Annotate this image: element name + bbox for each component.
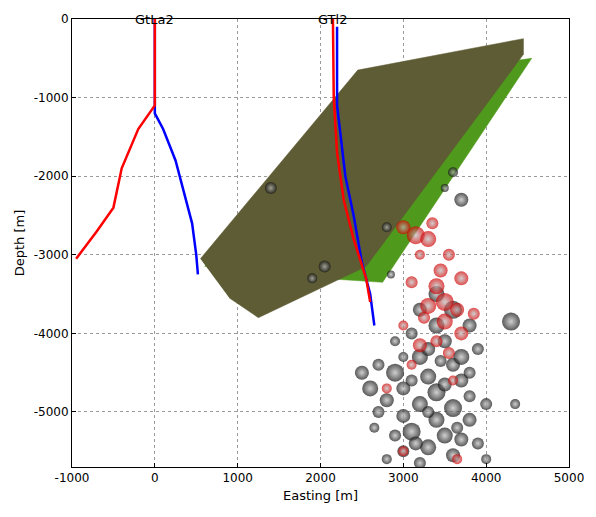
svg-text:-1000: -1000 bbox=[55, 471, 90, 485]
svg-text:Depth [m]: Depth [m] bbox=[12, 210, 27, 277]
svg-text:Easting [m]: Easting [m] bbox=[283, 488, 358, 503]
svg-text:-2000: -2000 bbox=[34, 169, 69, 183]
svg-text:3000: 3000 bbox=[388, 471, 419, 485]
svg-text:5000: 5000 bbox=[554, 471, 585, 485]
svg-text:0: 0 bbox=[151, 471, 159, 485]
svg-text:-1000: -1000 bbox=[34, 91, 69, 105]
svg-text:GtLa2: GtLa2 bbox=[135, 12, 174, 27]
svg-text:2000: 2000 bbox=[305, 471, 336, 485]
svg-text:-5000: -5000 bbox=[34, 405, 69, 419]
svg-text:1000: 1000 bbox=[222, 471, 253, 485]
svg-text:-4000: -4000 bbox=[34, 327, 69, 341]
svg-text:0: 0 bbox=[61, 12, 69, 26]
svg-text:4000: 4000 bbox=[471, 471, 502, 485]
svg-text:GTl2: GTl2 bbox=[318, 12, 347, 27]
svg-text:-3000: -3000 bbox=[34, 248, 69, 262]
